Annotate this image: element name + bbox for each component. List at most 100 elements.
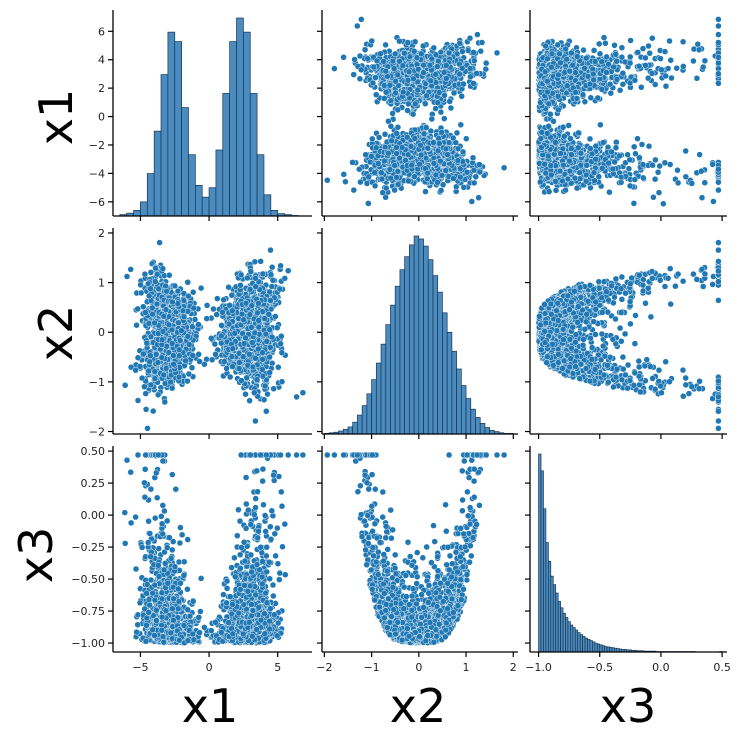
point <box>559 124 567 131</box>
point <box>662 82 670 90</box>
point <box>613 139 620 146</box>
point <box>618 44 626 51</box>
point <box>651 175 659 183</box>
point <box>460 184 468 191</box>
point <box>596 50 604 58</box>
point <box>422 188 429 195</box>
point <box>430 139 437 146</box>
point <box>565 122 572 129</box>
point <box>699 63 707 71</box>
hist-bar-x1-4 <box>146 173 155 217</box>
point <box>385 149 392 157</box>
point <box>715 165 722 173</box>
point <box>715 16 722 23</box>
point <box>426 61 434 69</box>
point <box>372 144 380 151</box>
point <box>679 38 687 46</box>
point <box>411 173 418 180</box>
hist-bar-x1-19 <box>249 93 258 217</box>
point <box>611 158 618 166</box>
point <box>445 139 453 146</box>
point <box>434 99 442 106</box>
point <box>404 39 412 46</box>
point <box>458 65 466 72</box>
point <box>581 98 589 105</box>
point <box>365 200 372 207</box>
point <box>435 89 443 96</box>
point <box>401 49 408 57</box>
point <box>350 186 358 194</box>
point <box>399 62 407 69</box>
point <box>482 59 490 67</box>
point <box>393 150 400 157</box>
point <box>386 82 394 89</box>
point <box>474 31 481 38</box>
point <box>654 169 662 176</box>
point <box>430 160 438 167</box>
point <box>640 174 647 182</box>
point <box>381 95 388 102</box>
point <box>389 57 397 65</box>
point <box>458 93 465 100</box>
point <box>542 42 549 50</box>
point <box>693 75 701 82</box>
point <box>459 148 467 156</box>
point <box>701 179 709 186</box>
point <box>642 54 649 62</box>
point <box>365 173 372 181</box>
point <box>434 179 441 186</box>
point <box>371 169 378 176</box>
point <box>627 37 634 44</box>
point <box>639 45 647 52</box>
point <box>673 64 680 72</box>
point <box>406 53 414 61</box>
point <box>382 41 389 49</box>
point <box>404 107 411 114</box>
point <box>430 44 438 52</box>
point <box>463 135 470 142</box>
point <box>387 97 395 104</box>
hist-bar-x1-5 <box>153 130 162 217</box>
point <box>432 171 440 179</box>
point <box>398 144 406 151</box>
point <box>493 49 501 57</box>
point <box>453 129 461 137</box>
point <box>709 161 716 168</box>
point <box>579 91 587 98</box>
point <box>568 49 575 57</box>
point <box>644 74 652 82</box>
hist-bar-x1-22 <box>270 209 279 217</box>
point <box>657 55 664 62</box>
point <box>545 123 552 130</box>
point <box>453 183 460 191</box>
point <box>382 67 389 75</box>
point <box>638 84 645 91</box>
hist-bar-x1-16 <box>229 41 237 217</box>
point <box>390 65 398 72</box>
point <box>419 42 427 50</box>
point <box>420 69 427 76</box>
point <box>645 142 653 150</box>
point <box>405 68 413 76</box>
point <box>626 53 634 61</box>
point <box>715 80 722 87</box>
point <box>467 73 474 81</box>
panels-layer <box>119 16 723 653</box>
point <box>698 194 706 201</box>
point <box>554 41 561 49</box>
hist-bar-x1-10 <box>188 154 196 217</box>
point <box>698 167 705 175</box>
point <box>626 59 634 67</box>
point <box>342 178 349 185</box>
point <box>652 156 659 164</box>
point <box>417 141 424 149</box>
point <box>391 162 398 169</box>
point <box>597 121 604 129</box>
point <box>655 189 663 196</box>
point <box>616 87 624 94</box>
point <box>404 77 412 84</box>
hist-bar-x1-2 <box>133 209 141 217</box>
hist-bar-x1-15 <box>222 93 230 217</box>
point <box>456 70 463 78</box>
point <box>715 39 722 46</box>
